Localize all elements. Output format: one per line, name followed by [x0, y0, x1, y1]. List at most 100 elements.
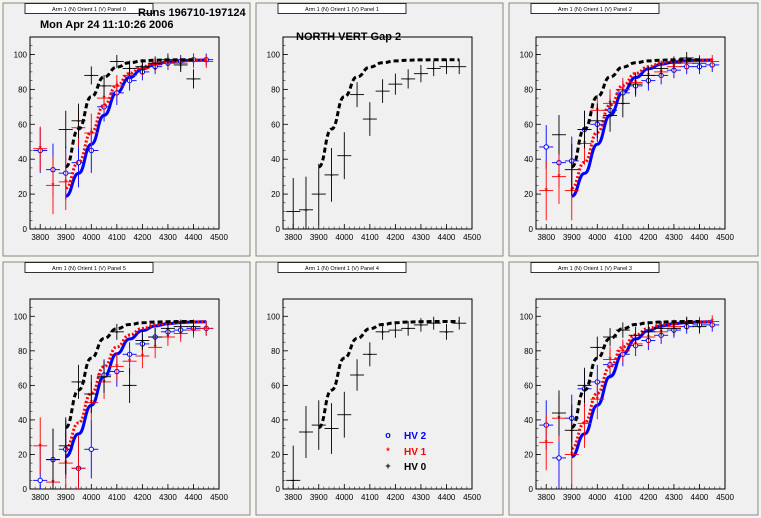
data-point — [88, 446, 94, 452]
data-point: + — [621, 328, 625, 335]
data-point: + — [304, 207, 308, 214]
series-hv-0: + + + + + + + + + + + + — [551, 316, 707, 456]
x-tick-label: 3800 — [31, 493, 49, 502]
y-tick-label: 60 — [524, 120, 533, 129]
pad-frame — [2, 2, 251, 257]
data-point: + — [697, 61, 701, 68]
y-tick-label: 80 — [271, 85, 280, 94]
data-point: + — [153, 61, 157, 68]
series-hv-0: + + + + + + + + + + + + — [551, 52, 707, 196]
y-tick-label: 80 — [18, 85, 27, 94]
data-point: + — [191, 76, 195, 83]
data-point: + — [291, 478, 295, 485]
series-hv-0: + + + + + + + + + + + — [58, 53, 201, 169]
y-tick-label: 40 — [18, 416, 27, 425]
x-tick-label: 4200 — [386, 233, 404, 242]
data-point: + — [406, 326, 410, 333]
legend-label-hv0: HV 0 — [404, 462, 427, 473]
x-tick-label: 4100 — [361, 493, 379, 502]
data-point: * — [634, 340, 638, 349]
data-point: + — [128, 383, 132, 390]
pad-frame — [508, 261, 759, 516]
y-tick-label: 0 — [276, 485, 281, 494]
data-point: + — [191, 324, 195, 331]
legend-symbol-hv2: o — [385, 430, 391, 440]
y-tick-label: 100 — [267, 50, 281, 59]
data-point: + — [432, 66, 436, 73]
data-point: * — [596, 395, 600, 404]
data-point: + — [368, 352, 372, 359]
legend: o HV 2 * HV 1 + HV 0 — [385, 430, 426, 473]
data-point: * — [128, 357, 132, 366]
y-tick-label: 20 — [18, 190, 27, 199]
fit-curve — [317, 320, 460, 429]
x-tick-label: 4400 — [185, 233, 203, 242]
data-point: * — [711, 317, 715, 326]
gap-label: NORTH VERT Gap 2 — [296, 31, 402, 43]
chart-title: Arm 1 (N) Orient 1 (V) Panel 2 — [558, 7, 632, 13]
y-tick-label: 40 — [524, 416, 533, 425]
chart-panel-2: Arm 1 (N) Orient 1 (V) Panel 2 0 20 40 60 80 1… — [508, 2, 759, 257]
legend-symbol-hv1: * — [386, 446, 390, 456]
data-point: + — [115, 59, 119, 66]
data-point: + — [381, 89, 385, 96]
y-tick-label: 0 — [529, 225, 534, 234]
data-point: + — [342, 153, 346, 160]
legend-label-hv2: HV 2 — [404, 431, 427, 442]
data-point: + — [76, 118, 80, 125]
data-point: + — [317, 192, 321, 199]
data-point — [543, 144, 549, 150]
data-point: + — [342, 412, 346, 419]
chart-title: Arm 1 (N) Orient 1 (V) Panel 3 — [558, 266, 632, 272]
series-hv-0: + + + + + + + + + + + + + + — [286, 316, 467, 489]
y-tick-label: 40 — [271, 155, 280, 164]
data-point: + — [419, 71, 423, 78]
x-tick-label: 3900 — [310, 493, 328, 502]
x-tick-label: 4200 — [639, 493, 657, 502]
data-point: * — [64, 178, 68, 187]
y-tick-label: 100 — [14, 312, 28, 321]
data-point: + — [291, 209, 295, 216]
data-point: + — [406, 76, 410, 83]
y-tick-label: 80 — [18, 347, 27, 356]
pad-frame — [508, 2, 759, 257]
y-tick-label: 60 — [271, 120, 280, 129]
x-tick-label: 3900 — [563, 493, 581, 502]
x-tick-label: 4400 — [438, 233, 456, 242]
x-tick-label: 4100 — [614, 493, 632, 502]
x-tick-label: 4300 — [159, 493, 177, 502]
data-point: + — [457, 321, 461, 328]
x-tick-label: 4000 — [335, 493, 353, 502]
data-point: + — [444, 64, 448, 71]
x-tick-label: 4300 — [412, 493, 430, 502]
data-point: + — [128, 66, 132, 73]
data-point: + — [697, 324, 701, 331]
data-point: + — [595, 345, 599, 352]
title-box — [530, 3, 660, 14]
fit-curve — [317, 58, 460, 169]
data-point: + — [570, 428, 574, 435]
x-tick-label: 3800 — [284, 493, 302, 502]
data-point: + — [381, 329, 385, 336]
data-point: * — [51, 181, 55, 190]
data-point: * — [141, 352, 145, 361]
data-point: + — [64, 127, 68, 134]
data-point: + — [634, 82, 638, 89]
data-point: + — [102, 374, 106, 381]
data-point: + — [64, 443, 68, 450]
data-point: + — [153, 335, 157, 342]
legend-label-hv1: HV 1 — [404, 447, 427, 458]
x-tick-label: 4000 — [588, 233, 606, 242]
data-point: + — [102, 83, 106, 90]
x-tick-label: 3800 — [537, 493, 555, 502]
data-point: * — [192, 57, 196, 66]
data-point: * — [179, 330, 183, 339]
data-point: * — [609, 355, 613, 364]
y-tick-label: 40 — [271, 416, 280, 425]
x-tick-label: 4400 — [185, 493, 203, 502]
data-point: + — [166, 57, 170, 64]
data-point: * — [621, 347, 625, 356]
chart-panel-4: Arm 1 (N) Orient 1 (V) Panel 4 0 20 40 60 80 1… — [255, 261, 504, 516]
data-point: + — [89, 73, 93, 80]
legend-symbol-hv0: + — [385, 461, 390, 471]
